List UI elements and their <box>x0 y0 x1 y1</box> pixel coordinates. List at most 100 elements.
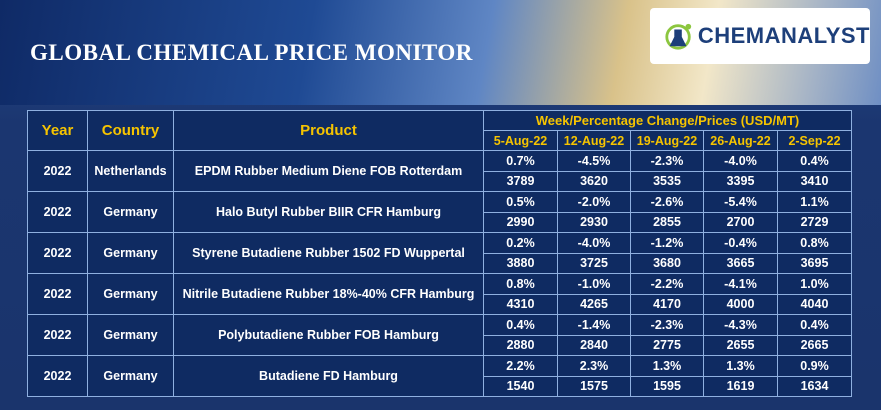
percent-change: -4.3% <box>703 314 778 336</box>
percent-change: 1.3% <box>630 355 704 377</box>
price: 4040 <box>777 293 852 315</box>
year: 2022 <box>27 232 88 274</box>
price: 2840 <box>557 334 631 356</box>
price: 3665 <box>703 252 778 274</box>
percent-change: -2.2% <box>630 273 704 295</box>
price: 4170 <box>630 293 704 315</box>
date-header: 12-Aug-22 <box>557 130 631 151</box>
price: 2729 <box>777 211 852 233</box>
price: 2775 <box>630 334 704 356</box>
percent-change: -1.4% <box>557 314 631 336</box>
percent-change: 0.4% <box>483 314 558 336</box>
country: Germany <box>87 232 174 274</box>
year: 2022 <box>27 314 88 356</box>
percent-change: -4.1% <box>703 273 778 295</box>
date-row: 5-Aug-22 12-Aug-22 19-Aug-22 26-Aug-22 2-Sep… <box>28 130 852 151</box>
percent-change: -4.5% <box>557 150 631 172</box>
percent-change: 0.4% <box>777 150 852 172</box>
country: Netherlands <box>87 150 174 192</box>
change-row: 2022 Germany Butadiene FD Hamburg 2.2% 2.3% 1… <box>27 355 852 397</box>
logo-icon <box>665 23 692 50</box>
price: 2700 <box>703 211 778 233</box>
price: 2930 <box>557 211 631 233</box>
header-row: Year Country Product Week/Percentage Change… <box>27 110 852 151</box>
price: 2855 <box>630 211 704 233</box>
percent-change: -4.0% <box>703 150 778 172</box>
date-header: 5-Aug-22 <box>483 130 558 151</box>
price: 4310 <box>483 293 558 315</box>
percent-change: -2.3% <box>630 150 704 172</box>
logo: CHEMANALYST <box>650 8 870 64</box>
percent-change: -2.3% <box>630 314 704 336</box>
year: 2022 <box>27 355 88 397</box>
change-row: 2022 Germany Polybutadiene Rubber FOB Hamb… <box>27 314 852 356</box>
percent-change: -1.0% <box>557 273 631 295</box>
country: Germany <box>87 314 174 356</box>
price: 2655 <box>703 334 778 356</box>
product: Styrene Butadiene Rubber 1502 FD Wuppert… <box>173 232 484 274</box>
price: 3789 <box>483 170 558 192</box>
price: 3535 <box>630 170 704 192</box>
price: 3725 <box>557 252 631 274</box>
product: Polybutadiene Rubber FOB Hamburg <box>173 314 484 356</box>
product: Butadiene FD Hamburg <box>173 355 484 397</box>
country: Germany <box>87 355 174 397</box>
percent-change: 1.0% <box>777 273 852 295</box>
price-row: 2990 2930 2855 2700 2729 <box>28 211 852 233</box>
page-title: GLOBAL CHEMICAL PRICE MONITOR <box>30 40 473 65</box>
price: 3880 <box>483 252 558 274</box>
change-row: 2022 Germany Styrene Butadiene Rubber 1502… <box>27 232 852 274</box>
price-row: 1540 1575 1595 1619 1634 <box>28 375 852 397</box>
percent-change: 0.9% <box>777 355 852 377</box>
product: Halo Butyl Rubber BIIR CFR Hamburg <box>173 191 484 233</box>
year: 2022 <box>27 191 88 233</box>
percent-change: -1.2% <box>630 232 704 254</box>
percent-change: 0.8% <box>483 273 558 295</box>
percent-change: 0.4% <box>777 314 852 336</box>
date-header: 19-Aug-22 <box>630 130 704 151</box>
price: 1634 <box>777 375 852 397</box>
price: 3410 <box>777 170 852 192</box>
date-header: 26-Aug-22 <box>703 130 778 151</box>
percent-change: 0.2% <box>483 232 558 254</box>
price: 2665 <box>777 334 852 356</box>
column-header: Year <box>27 110 88 151</box>
price: 4000 <box>703 293 778 315</box>
percent-change: -0.4% <box>703 232 778 254</box>
price: 2880 <box>483 334 558 356</box>
country: Germany <box>87 191 174 233</box>
percent-change: 1.3% <box>703 355 778 377</box>
price: 1575 <box>557 375 631 397</box>
price: 3620 <box>557 170 631 192</box>
year: 2022 <box>27 273 88 315</box>
column-header: Country <box>87 110 174 151</box>
percent-change: 0.5% <box>483 191 558 213</box>
price: 2990 <box>483 211 558 233</box>
price: 1595 <box>630 375 704 397</box>
percent-change: 2.2% <box>483 355 558 377</box>
price: 4265 <box>557 293 631 315</box>
price: 1540 <box>483 375 558 397</box>
percent-change: 0.8% <box>777 232 852 254</box>
percent-change: -5.4% <box>703 191 778 213</box>
price: 3695 <box>777 252 852 274</box>
percent-change: 2.3% <box>557 355 631 377</box>
change-row: 2022 Netherlands EPDM Rubber Medium Diene … <box>27 150 852 192</box>
price-row: 2880 2840 2775 2655 2665 <box>28 334 852 356</box>
price: 1619 <box>703 375 778 397</box>
percent-change: 0.7% <box>483 150 558 172</box>
product: Nitrile Butadiene Rubber 18%-40% CFR Ham… <box>173 273 484 315</box>
price-table: Year Country Product Week/Percentage Change… <box>27 110 852 397</box>
percent-change: -4.0% <box>557 232 631 254</box>
percent-change: -2.6% <box>630 191 704 213</box>
group-header: Week/Percentage Change/Prices (USD/MT) <box>483 110 852 131</box>
product: EPDM Rubber Medium Diene FOB Rotterdam <box>173 150 484 192</box>
price: 3395 <box>703 170 778 192</box>
percent-change: -2.0% <box>557 191 631 213</box>
column-header: Product <box>173 110 484 151</box>
price: 3680 <box>630 252 704 274</box>
year: 2022 <box>27 150 88 192</box>
price-row: 3880 3725 3680 3665 3695 <box>28 252 852 274</box>
country: Germany <box>87 273 174 315</box>
